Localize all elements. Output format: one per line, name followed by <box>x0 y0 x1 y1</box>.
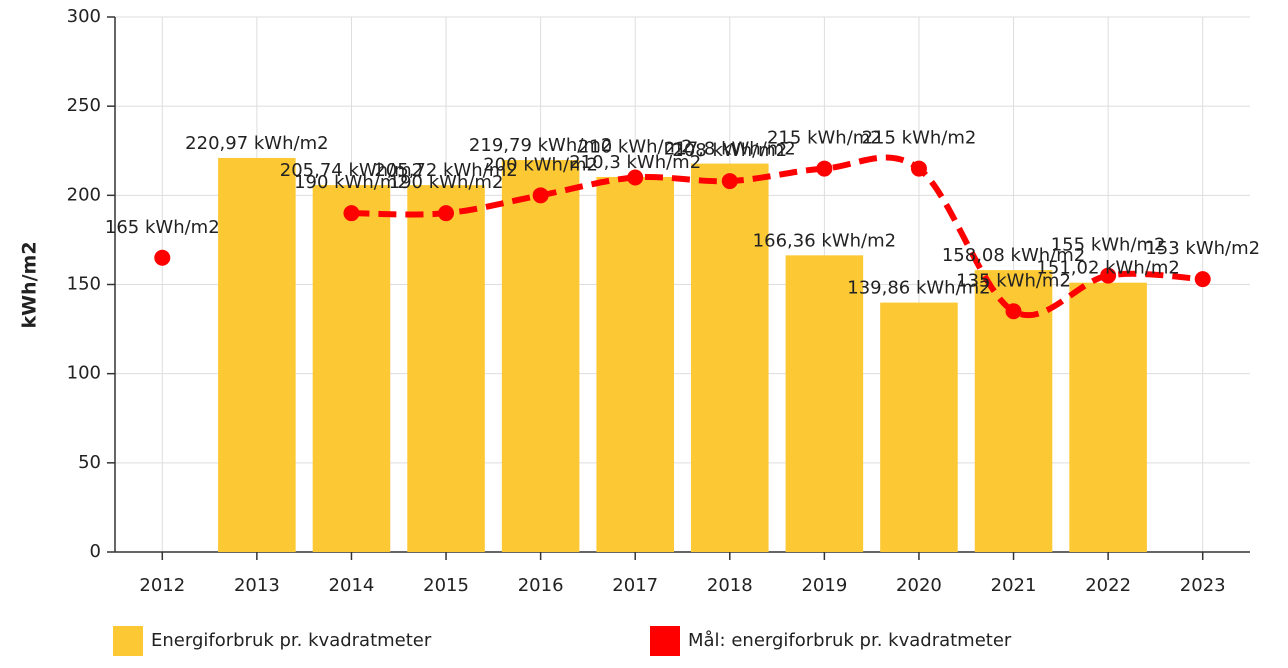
data-label: 210 kWh/m2 <box>578 137 693 158</box>
bar <box>880 302 958 552</box>
legend-swatch <box>113 626 143 656</box>
x-tick-label: 2022 <box>1085 575 1131 596</box>
bar <box>218 157 296 552</box>
line-point <box>532 187 549 204</box>
data-label: 205,74 kWh/m2 <box>280 160 423 181</box>
bar <box>501 160 580 552</box>
line-point <box>721 173 738 190</box>
data-label: 139,86 kWh/m2 <box>847 278 990 299</box>
line-point <box>1005 303 1022 320</box>
line-point <box>816 160 833 177</box>
x-tick-label: 2018 <box>707 575 753 596</box>
data-label: 158,08 kWh/m2 <box>942 245 1085 266</box>
x-tick-label: 2019 <box>801 575 847 596</box>
y-tick-label: 100 <box>67 363 101 384</box>
data-label: 190 kWh/m2 <box>389 172 504 193</box>
data-label: 200 kWh/m2 <box>483 154 598 175</box>
bar <box>407 185 485 552</box>
y-tick-label: 250 <box>67 95 101 116</box>
data-label: 217,8 kWh/m2 <box>664 139 796 160</box>
line-point <box>154 249 171 266</box>
x-tick-label: 2023 <box>1180 575 1226 596</box>
data-label: 210,3 kWh/m2 <box>569 152 701 173</box>
data-label: 165 kWh/m2 <box>105 217 220 238</box>
y-tick-label: 300 <box>67 6 101 27</box>
y-tick-label: 150 <box>67 274 101 295</box>
line-point <box>910 160 927 177</box>
bar <box>691 163 769 552</box>
y-axis-label: kWh/m2 <box>19 241 41 328</box>
data-label: 190 kWh/m2 <box>294 172 409 193</box>
line-point <box>343 205 360 222</box>
data-label: 208 kWh/m2 <box>672 140 787 161</box>
y-tick-label: 0 <box>90 541 101 562</box>
x-tick-label: 2016 <box>518 575 564 596</box>
x-tick-label: 2014 <box>329 575 375 596</box>
x-tick-label: 2021 <box>991 575 1037 596</box>
line-point <box>1100 267 1117 284</box>
bar <box>312 185 391 553</box>
data-label: 215 kWh/m2 <box>862 128 977 149</box>
data-label: 205,72 kWh/m2 <box>374 160 517 181</box>
data-label: 166,36 kWh/m2 <box>753 230 896 251</box>
data-label: 155 kWh/m2 <box>1051 235 1166 256</box>
data-label: 215 kWh/m2 <box>767 128 882 149</box>
y-tick-label: 200 <box>67 184 101 205</box>
x-tick-label: 2012 <box>139 575 185 596</box>
data-label: 151,02 kWh/m2 <box>1036 258 1179 279</box>
x-tick-label: 2015 <box>423 575 469 596</box>
x-tick-label: 2013 <box>234 575 280 596</box>
x-tick-label: 2020 <box>896 575 942 596</box>
legend-swatch <box>650 626 680 656</box>
legend-label: Mål: energiforbruk pr. kvadratmeter <box>688 630 1012 651</box>
line <box>351 154 1203 319</box>
line-point <box>627 169 644 186</box>
line-point <box>438 205 455 222</box>
data-label: 219,79 kWh/m2 <box>469 135 612 156</box>
x-tick-label: 2017 <box>612 575 658 596</box>
bar <box>785 255 864 553</box>
bar <box>596 176 674 552</box>
line-point <box>1194 271 1211 288</box>
bar <box>1069 282 1147 552</box>
y-tick-label: 50 <box>78 452 101 473</box>
data-label: 135 kWh/m2 <box>956 270 1071 291</box>
legend-label: Energiforbruk pr. kvadratmeter <box>151 630 432 651</box>
data-label: 220,97 kWh/m2 <box>185 133 328 154</box>
data-label: 153 kWh/m2 <box>1145 238 1260 259</box>
